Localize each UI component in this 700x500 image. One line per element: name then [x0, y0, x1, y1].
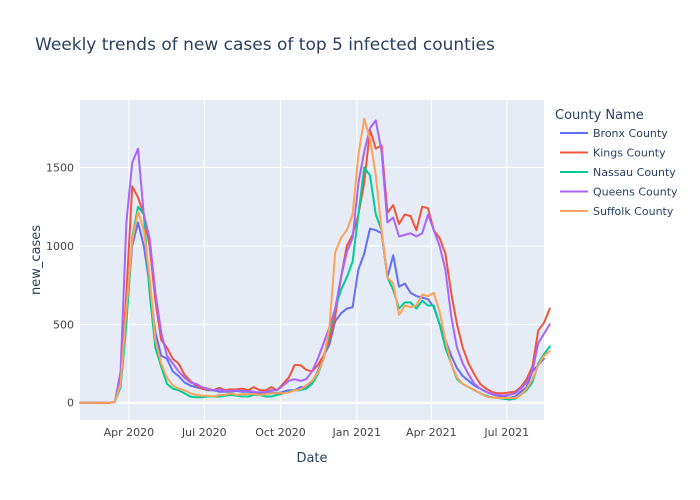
x-tick-labels: Apr 2020 Jul 2020 Oct 2020 Jan 2021 Apr 2021… — [104, 426, 529, 439]
x-tick-label: Jul 2020 — [181, 426, 227, 439]
legend-item[interactable]: Suffolk County — [560, 205, 674, 218]
legend-item[interactable]: Nassau County — [560, 166, 676, 179]
legend-title: County Name — [555, 108, 644, 123]
y-tick-label: 0 — [67, 397, 74, 410]
gridlines — [80, 100, 544, 420]
legend-label: Kings County — [593, 147, 666, 160]
legend-item[interactable]: Kings County — [560, 147, 666, 160]
legend-item[interactable]: Bronx County — [560, 127, 668, 140]
series-line-queens-county[interactable] — [79, 119, 551, 404]
y-tick-label: 500 — [53, 318, 74, 331]
legend-label: Bronx County — [593, 127, 668, 140]
legend-label: Queens County — [593, 186, 678, 199]
plot-area — [80, 100, 544, 420]
x-axis-title: Date — [296, 451, 327, 466]
y-tick-labels: 0 500 1000 1500 — [46, 161, 74, 409]
x-tick-label: Jan 2021 — [332, 426, 381, 439]
legend-label: Suffolk County — [593, 205, 674, 218]
x-tick-label: Jul 2021 — [483, 426, 529, 439]
y-tick-label: 1000 — [46, 240, 74, 253]
series-line-kings-county[interactable] — [79, 128, 551, 404]
x-tick-label: Apr 2020 — [104, 426, 155, 439]
legend[interactable]: Bronx County Kings County Nassau County Que… — [560, 127, 678, 218]
y-axis-title: new_cases — [29, 225, 44, 295]
x-tick-label: Oct 2020 — [255, 426, 306, 439]
x-tick-label: Apr 2021 — [406, 426, 457, 439]
series-line-suffolk-county[interactable] — [79, 117, 551, 404]
y-tick-label: 1500 — [46, 161, 74, 174]
series-lines — [79, 117, 551, 404]
legend-item[interactable]: Queens County — [560, 186, 678, 199]
legend-label: Nassau County — [593, 166, 676, 179]
chart-title: Weekly trends of new cases of top 5 infe… — [35, 35, 495, 55]
